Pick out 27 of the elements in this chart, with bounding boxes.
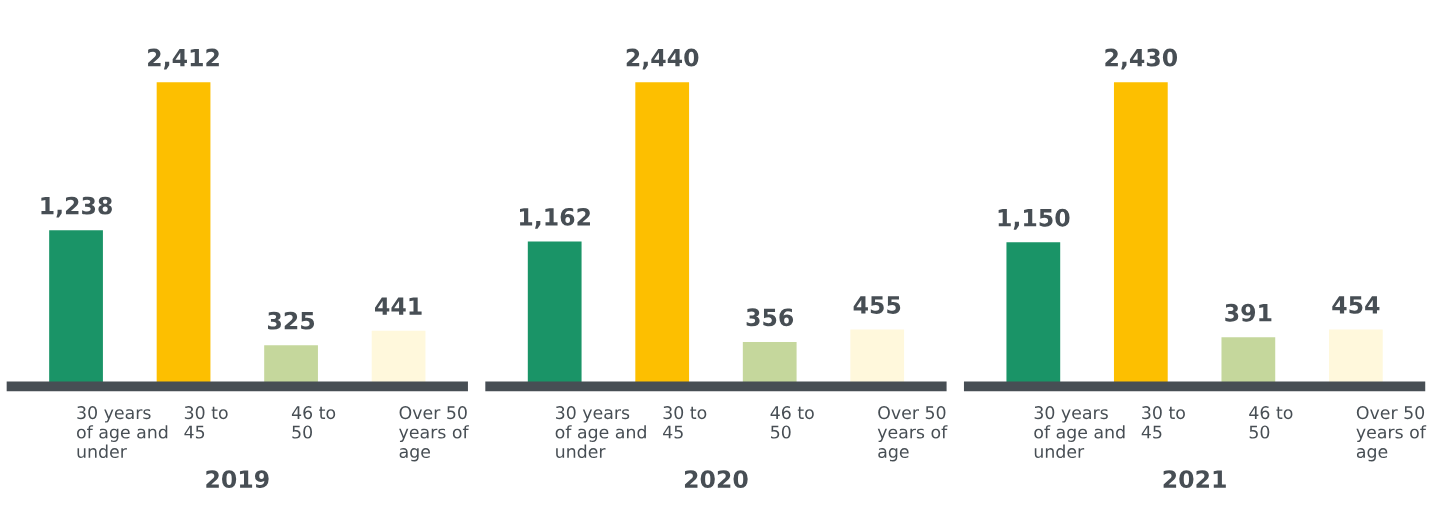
x-tick-label: Over 50 years of age: [399, 406, 469, 462]
x-tick-label: 46 to 50: [291, 406, 336, 439]
x-tick-label: 30 years of age and under: [77, 406, 168, 459]
x-tick-label: 30 to 45: [1141, 406, 1185, 439]
x-axis-title: 2020: [684, 470, 748, 489]
x-tick-label: 46 to 50: [770, 406, 814, 439]
data-label: 356: [746, 308, 794, 327]
data-label: 2,430: [1105, 48, 1178, 70]
data-label: 391: [1225, 303, 1272, 322]
x-tick-label: 30 to 45: [663, 406, 707, 439]
data-label: 325: [268, 311, 315, 330]
x-tick-label: 46 to 50: [1249, 406, 1293, 439]
data-label: 1,238: [41, 196, 112, 218]
x-tick-label: Over 50 years of age: [1356, 406, 1427, 462]
data-label: 441: [375, 297, 422, 315]
x-tick-label: 30 years of age and under: [1034, 406, 1125, 459]
data-label: 2,440: [626, 48, 699, 70]
data-label: 454: [1332, 296, 1380, 314]
data-label: 1,150: [998, 208, 1070, 230]
x-tick-label: 30 to 45: [184, 406, 228, 439]
data-label: 455: [853, 296, 901, 314]
x-axis-title: 2021: [1163, 470, 1226, 489]
x-axis-title: 2019: [206, 470, 269, 489]
x-tick-label: 30 years of age and under: [555, 406, 646, 459]
data-label: 2,412: [148, 48, 219, 70]
x-tick-label: Over 50 years of age: [877, 406, 948, 462]
data-label: 1,162: [520, 207, 590, 229]
